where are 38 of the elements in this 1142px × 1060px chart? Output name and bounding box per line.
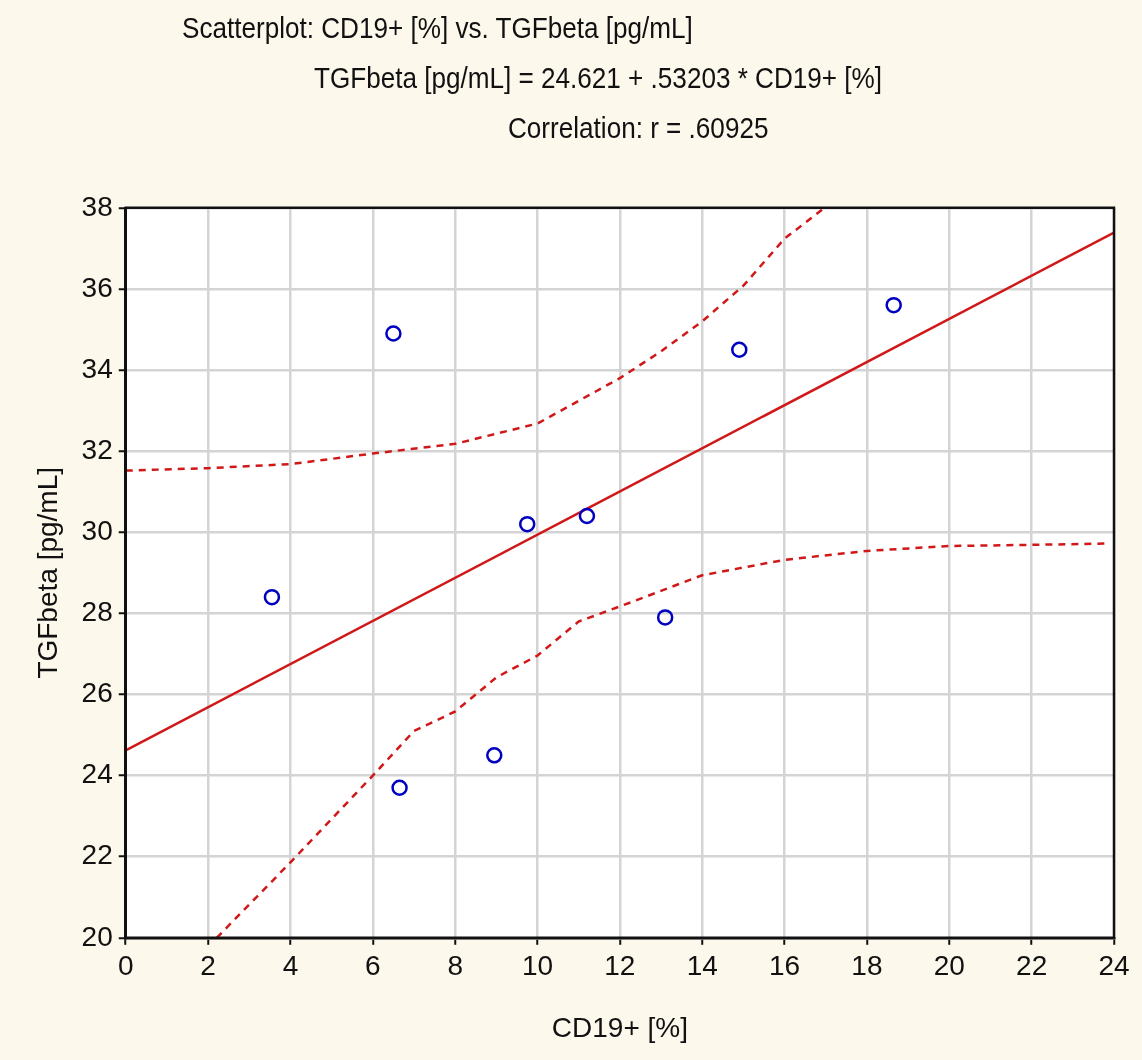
x-tick-label: 6 bbox=[365, 950, 381, 982]
chart-title: Scatterplot: CD19+ [%] vs. TGFbeta [pg/mL] bbox=[182, 12, 693, 45]
y-axis-title: TGFbeta [pg/mL] bbox=[31, 466, 63, 679]
line-series bbox=[125, 207, 826, 472]
point bbox=[518, 515, 536, 533]
x-tick-label: 18 bbox=[851, 950, 883, 982]
y-tick-label: 26 bbox=[81, 677, 113, 709]
point bbox=[731, 341, 748, 358]
text: Correlation: r = .60925 bbox=[508, 112, 769, 145]
y-tick-label: 24 bbox=[81, 758, 113, 790]
y-tick-label: 36 bbox=[81, 271, 113, 303]
x-tick-label: 16 bbox=[769, 950, 801, 982]
point bbox=[656, 609, 674, 626]
point bbox=[263, 588, 281, 606]
point bbox=[391, 779, 408, 796]
x-tick-label: 24 bbox=[1098, 950, 1130, 982]
x-tick-label: 14 bbox=[686, 950, 718, 982]
y-tick-label: 30 bbox=[81, 514, 113, 546]
y-tick-label: 20 bbox=[81, 920, 113, 952]
x-tick-label: 22 bbox=[1016, 950, 1048, 982]
point bbox=[885, 296, 902, 314]
y-tick-label: 38 bbox=[81, 190, 113, 222]
y-tick-label: 34 bbox=[81, 352, 113, 384]
y-tick-label: 28 bbox=[81, 596, 113, 628]
point bbox=[578, 507, 596, 525]
x-tick-label: 4 bbox=[282, 950, 299, 982]
x-tick-label: 2 bbox=[200, 950, 216, 982]
x-tick-label: 0 bbox=[117, 950, 134, 982]
x-axis-title: CD19+ [%] bbox=[551, 1011, 688, 1043]
chart-subtitle: TGFbeta [pg/mL] = 24.621 + .53203 * CD19+ [%] bbox=[314, 62, 883, 95]
point bbox=[486, 747, 503, 764]
y-tick-label: 32 bbox=[81, 433, 113, 465]
y-tick-label: 22 bbox=[81, 839, 113, 871]
x-tick-label: 12 bbox=[604, 950, 636, 982]
x-tick-label: 8 bbox=[447, 950, 463, 982]
point bbox=[385, 325, 402, 342]
x-tick-label: 20 bbox=[933, 950, 965, 982]
x-tick-label: 10 bbox=[521, 950, 554, 982]
